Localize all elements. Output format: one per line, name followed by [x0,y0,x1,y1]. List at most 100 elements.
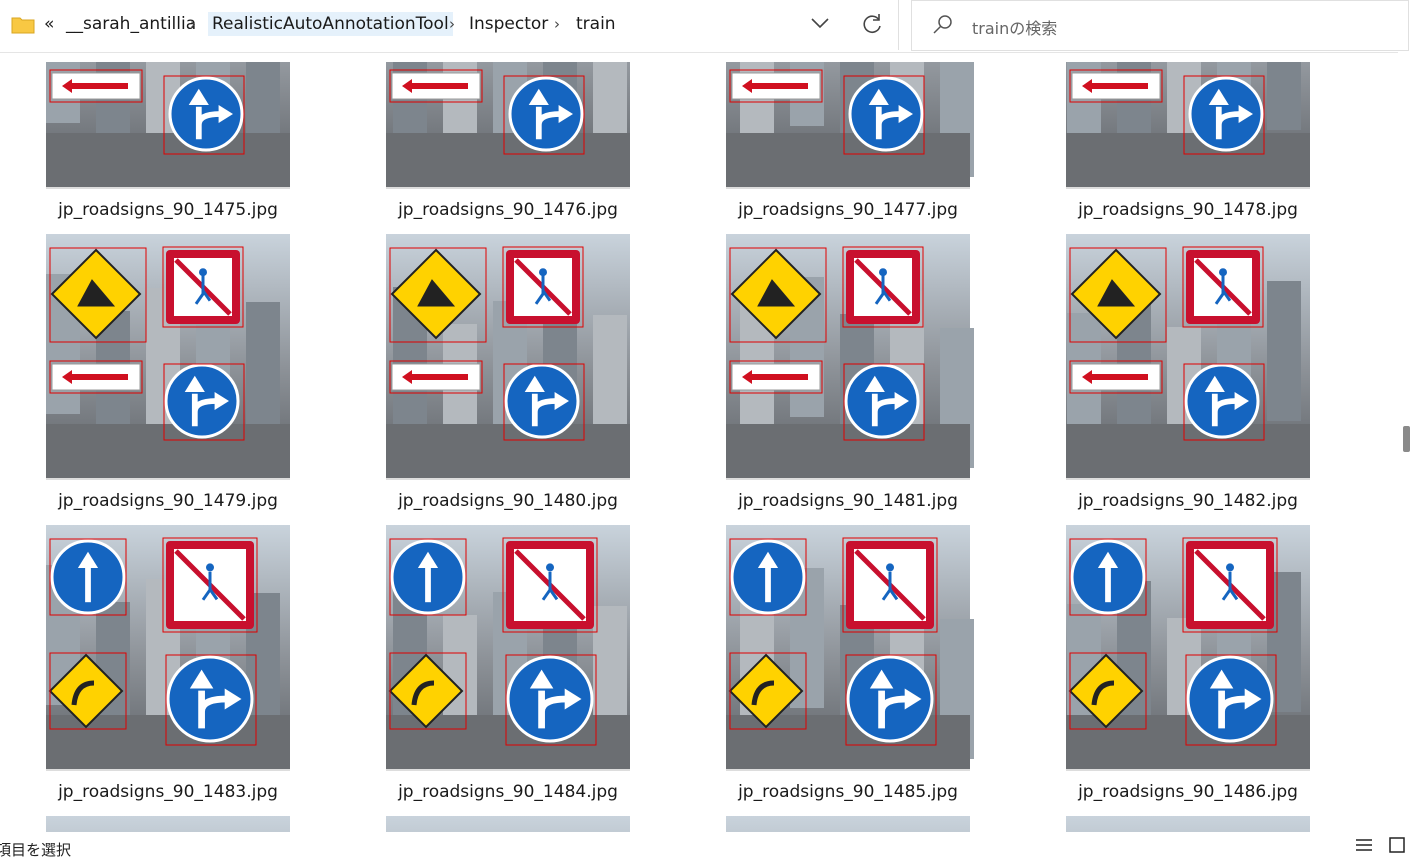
road [386,133,630,187]
thumb-shadow [1066,769,1310,771]
sign-symbol [1091,680,1115,706]
file-name[interactable]: jp_roadsigns_90_1483.jpg [57,782,278,802]
file-name[interactable]: jp_roadsigns_90_1484.jpg [397,782,618,802]
annotation-box [502,537,598,633]
view-buttons[interactable] [1354,836,1414,854]
sign-symbol [411,680,435,706]
annotation-box [843,75,925,155]
annotation-box [389,652,467,730]
annotation-box [1182,246,1264,328]
pedestrian [206,563,214,572]
thumbnail[interactable] [1066,525,1310,771]
annotation-box [729,652,807,730]
annotation-box [729,69,823,103]
thumbnail[interactable] [386,816,630,832]
pedestrian [1214,275,1232,305]
sign-arrowhead [417,551,439,568]
folder-icon [11,17,35,34]
search-box[interactable]: trainの検索 [911,0,1409,51]
crumb[interactable]: train [576,14,616,34]
crumb[interactable]: RealisticAutoAnnotationTool [208,12,453,36]
file-grid: jp_roadsigns_90_1475.jpg jp_roadsigns_90_… [0,62,1398,832]
file-name[interactable]: jp_roadsigns_90_1486.jpg [1077,782,1298,802]
sign-arrow [535,106,561,140]
pedestrian [199,268,207,277]
scroll-thumb[interactable] [1403,426,1410,452]
pedestrian [886,563,894,572]
sign-plate-arrow [62,79,128,93]
crumb[interactable]: « [44,14,55,34]
thumbnail[interactable] [1066,816,1310,832]
thumbnail[interactable] [46,525,290,771]
annotation-box [845,654,937,746]
dropdown[interactable] [810,16,830,30]
file-name[interactable]: jp_roadsigns_90_1485.jpg [737,782,958,802]
file-name[interactable]: jp_roadsigns_90_1478.jpg [1077,200,1298,220]
annotation-box [729,360,823,394]
annotation-box [389,538,467,616]
thumb-shadow [46,187,290,189]
thumbnail[interactable] [46,62,290,189]
crumb[interactable]: __sarah_antillia [66,14,197,34]
file-name[interactable]: jp_roadsigns_90_1480.jpg [397,491,618,511]
thumbnail[interactable] [1066,62,1310,189]
annotation-box [163,75,245,155]
sign-arrow [191,393,217,427]
file-name[interactable]: jp_roadsigns_90_1481.jpg [737,491,958,511]
annotation-box [1069,652,1147,730]
annotation-box [505,654,597,746]
annotation-box [503,75,585,155]
thumbnail[interactable] [726,234,974,480]
file-name[interactable]: jp_roadsigns_90_1482.jpg [1077,491,1298,511]
pedestrian [879,268,887,277]
crumb[interactable]: Inspector [469,14,549,34]
road [46,424,290,478]
annotation-box [1069,69,1163,103]
sign-arrow [531,393,557,427]
sign-arrowhead [564,688,582,710]
annotation-box [1183,363,1265,441]
sign-yellow [48,653,124,729]
thumbnail[interactable] [726,816,974,832]
sign-arrowhead [1238,105,1253,123]
annotation-box [389,360,483,394]
annotation-box [1183,75,1265,155]
thumbnail[interactable] [726,525,974,771]
annotation-box [165,654,257,746]
road [1066,133,1310,187]
sign-arrowhead [218,105,233,123]
annotation-box [49,538,127,616]
road [46,133,290,187]
thumbnail[interactable] [386,62,630,189]
thumb-shadow [386,769,630,771]
thumbnail[interactable] [726,62,974,189]
sign-arrowhead [528,88,549,105]
building [1267,281,1301,421]
annotation-box [1069,538,1147,616]
pedestrian [546,563,554,572]
separator: › [449,15,455,33]
pedestrian [1221,571,1239,601]
sign-arrow [875,106,901,140]
thumbnail[interactable] [1066,234,1310,480]
thumb-shadow [46,769,290,771]
annotation-box [842,537,938,633]
file-name[interactable]: jp_roadsigns_90_1477.jpg [737,200,958,220]
thumb-shadow [386,478,630,480]
sign-arrow [198,690,227,729]
file-name[interactable]: jp_roadsigns_90_1479.jpg [57,491,278,511]
scrollbar[interactable] [1398,52,1416,832]
file-name[interactable]: jp_roadsigns_90_1476.jpg [397,200,618,220]
thumbnail[interactable] [386,234,630,480]
sign-plate-arrow [1082,370,1148,384]
pedestrian [874,275,892,305]
file-name[interactable]: jp_roadsigns_90_1475.jpg [57,200,278,220]
thumbnail[interactable] [46,234,290,480]
thumbnail[interactable] [386,525,630,771]
address-bar[interactable]: « __sarah_antillia › RealisticAutoAnnota… [0,0,899,50]
pedestrian [541,571,559,601]
pedestrian [1219,268,1227,277]
refresh[interactable] [860,12,884,36]
thumbnail[interactable] [46,816,290,832]
sign-yellow [388,653,464,729]
